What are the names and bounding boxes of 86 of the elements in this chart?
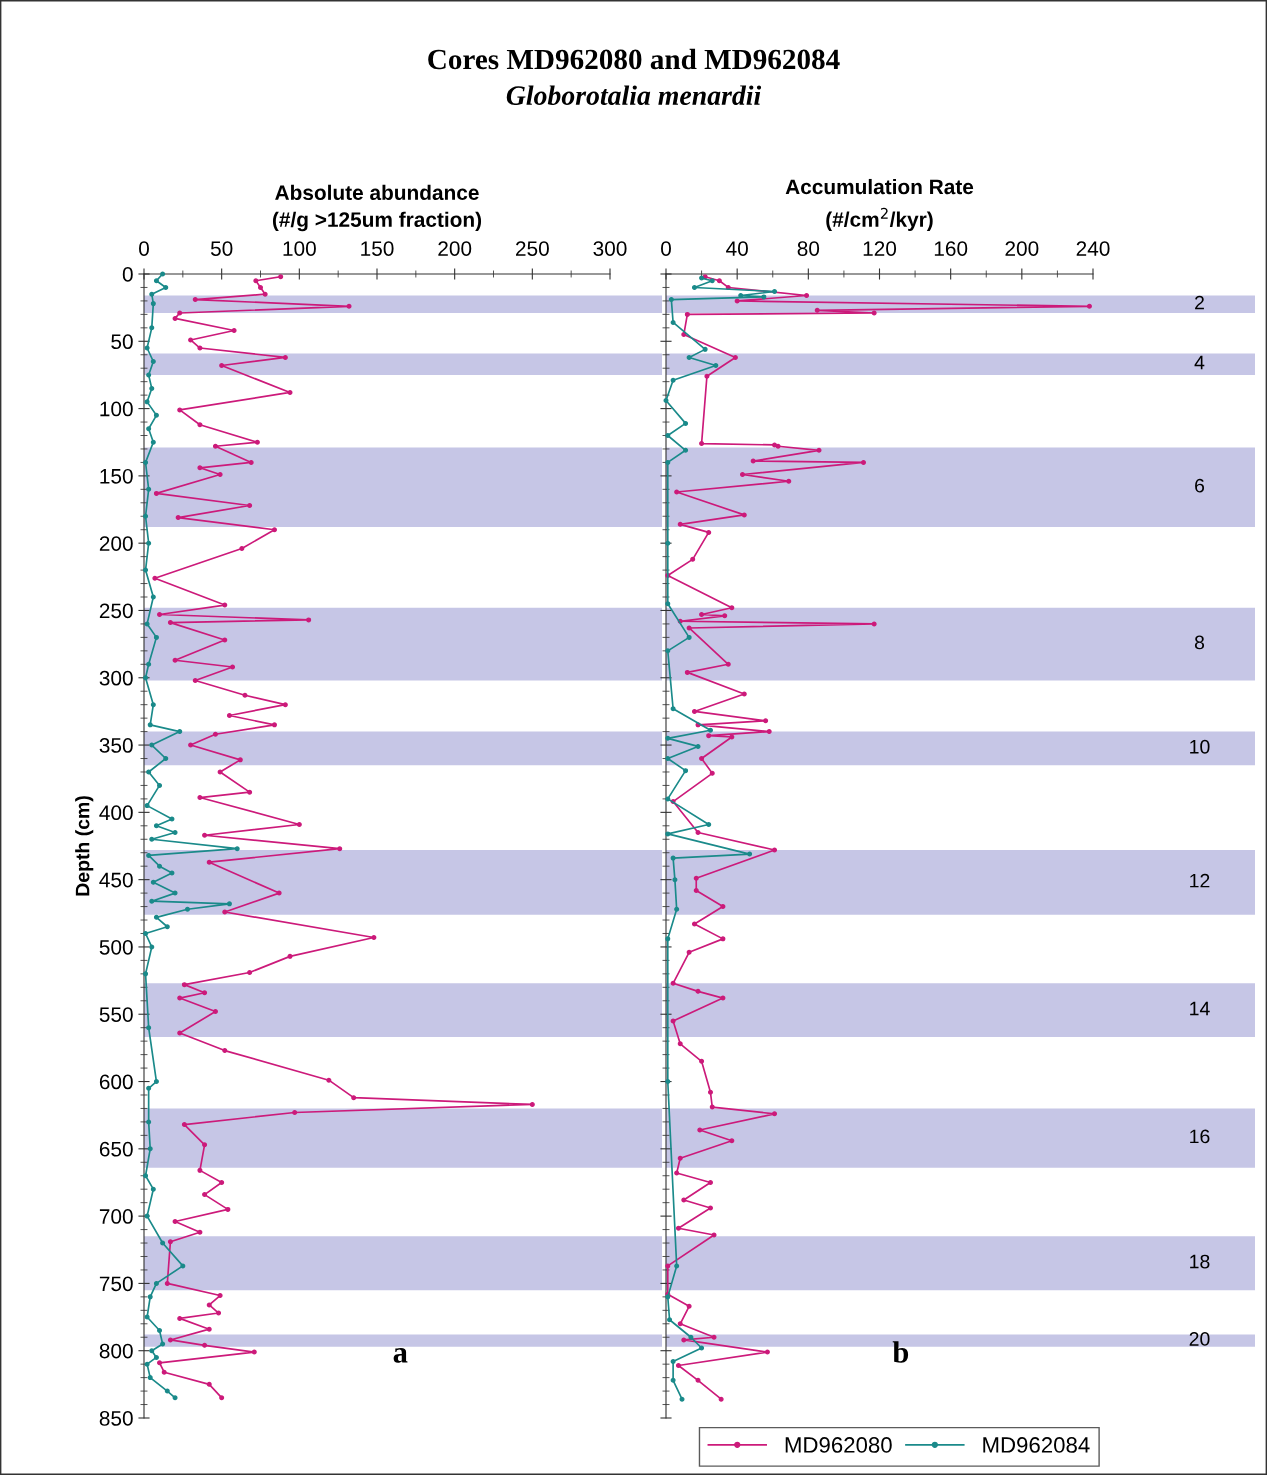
point bbox=[683, 420, 689, 426]
point bbox=[665, 735, 671, 741]
point bbox=[683, 447, 689, 453]
annotation: b bbox=[892, 1341, 909, 1363]
band-label: 20 bbox=[1189, 1332, 1210, 1346]
y-tick-label: 800 bbox=[99, 1343, 133, 1359]
y-tick-label: 350 bbox=[99, 738, 133, 753]
y-tick-label: 650 bbox=[99, 1141, 133, 1157]
y-tick-label: 400 bbox=[99, 805, 133, 821]
point bbox=[665, 601, 671, 607]
band-label: 4 bbox=[1194, 355, 1205, 370]
y-tick-label: 600 bbox=[99, 1074, 133, 1090]
x-tick-label: 120 bbox=[863, 241, 897, 256]
legend-label: MD962080 bbox=[785, 1437, 892, 1453]
y-axis-title: Depth (cm) bbox=[75, 796, 94, 896]
x-tick-label: 200 bbox=[438, 241, 472, 256]
point bbox=[747, 851, 753, 857]
point bbox=[670, 1377, 676, 1383]
point bbox=[674, 1263, 680, 1269]
x-axis-title: Accumulation Rate (#/cm$^{2}$/kyr) bbox=[785, 178, 974, 231]
x-tick-label: 300 bbox=[593, 241, 627, 256]
chart-subtitle: Globorotalia menardii bbox=[506, 85, 762, 105]
x-tick-label: 0 bbox=[661, 241, 671, 256]
band-label: 6 bbox=[1195, 478, 1205, 493]
point bbox=[709, 278, 715, 284]
point bbox=[772, 288, 778, 294]
point bbox=[679, 1396, 685, 1402]
y-tick-label: 200 bbox=[99, 536, 133, 551]
band-label: 16 bbox=[1190, 1129, 1210, 1144]
x-axis-title: Absolute abundance (#/g >125um fraction) bbox=[272, 184, 482, 232]
point bbox=[667, 1317, 673, 1323]
point bbox=[706, 821, 712, 827]
x-tick-label: 40 bbox=[726, 241, 748, 256]
point bbox=[665, 540, 671, 546]
x-tick-label: 250 bbox=[516, 241, 549, 256]
x-tick-label: 240 bbox=[1076, 241, 1110, 256]
band-label: 18 bbox=[1190, 1254, 1210, 1269]
y-tick-label: 150 bbox=[100, 468, 133, 484]
band-label: 10 bbox=[1190, 739, 1210, 754]
point bbox=[686, 634, 692, 640]
point bbox=[665, 936, 671, 942]
y-tick-label: 100 bbox=[100, 401, 133, 417]
x-tick-label: 160 bbox=[934, 241, 968, 256]
chart-title: Cores MD962080 and MD962084 bbox=[428, 48, 840, 70]
band-label: 2 bbox=[1195, 295, 1204, 310]
point bbox=[672, 877, 678, 883]
point bbox=[670, 1358, 676, 1364]
annotation: a bbox=[393, 1348, 408, 1363]
x-tick-label: 150 bbox=[361, 241, 394, 256]
x-tick-label: 100 bbox=[283, 241, 316, 256]
x-tick-label: 0 bbox=[139, 241, 149, 256]
point bbox=[702, 346, 708, 352]
point bbox=[686, 354, 692, 360]
y-tick-label: 750 bbox=[99, 1276, 133, 1292]
band-label: 12 bbox=[1190, 873, 1210, 888]
band-label: 14 bbox=[1190, 1001, 1210, 1016]
point bbox=[761, 294, 767, 300]
point bbox=[695, 743, 701, 749]
point bbox=[699, 1345, 705, 1351]
y-tick-label: 250 bbox=[99, 603, 133, 619]
y-tick-label: 50 bbox=[111, 334, 133, 350]
y-tick-label: 700 bbox=[99, 1209, 133, 1224]
point bbox=[665, 1079, 671, 1085]
point bbox=[674, 906, 680, 912]
point bbox=[713, 363, 719, 369]
y-tick-label: 0 bbox=[122, 267, 133, 282]
x-tick-label: 50 bbox=[210, 241, 233, 256]
point bbox=[668, 297, 674, 303]
y-tick-label: 500 bbox=[99, 939, 133, 955]
point bbox=[688, 1334, 694, 1340]
y-tick-label: 300 bbox=[99, 670, 133, 686]
point bbox=[683, 768, 689, 774]
point bbox=[670, 319, 676, 325]
y-tick-label: 450 bbox=[99, 872, 133, 888]
x-tick-label: 200 bbox=[1005, 241, 1039, 256]
y-tick-label: 550 bbox=[99, 1007, 133, 1022]
point bbox=[707, 727, 713, 733]
point bbox=[670, 377, 676, 383]
x-tick-label: 80 bbox=[797, 241, 820, 256]
y-tick-label: 850 bbox=[99, 1411, 133, 1426]
legend-label: MD962084 bbox=[983, 1437, 1090, 1453]
point bbox=[691, 284, 697, 290]
point bbox=[670, 855, 676, 861]
point bbox=[665, 831, 671, 837]
point bbox=[670, 706, 676, 712]
band-label: 8 bbox=[1194, 635, 1205, 650]
